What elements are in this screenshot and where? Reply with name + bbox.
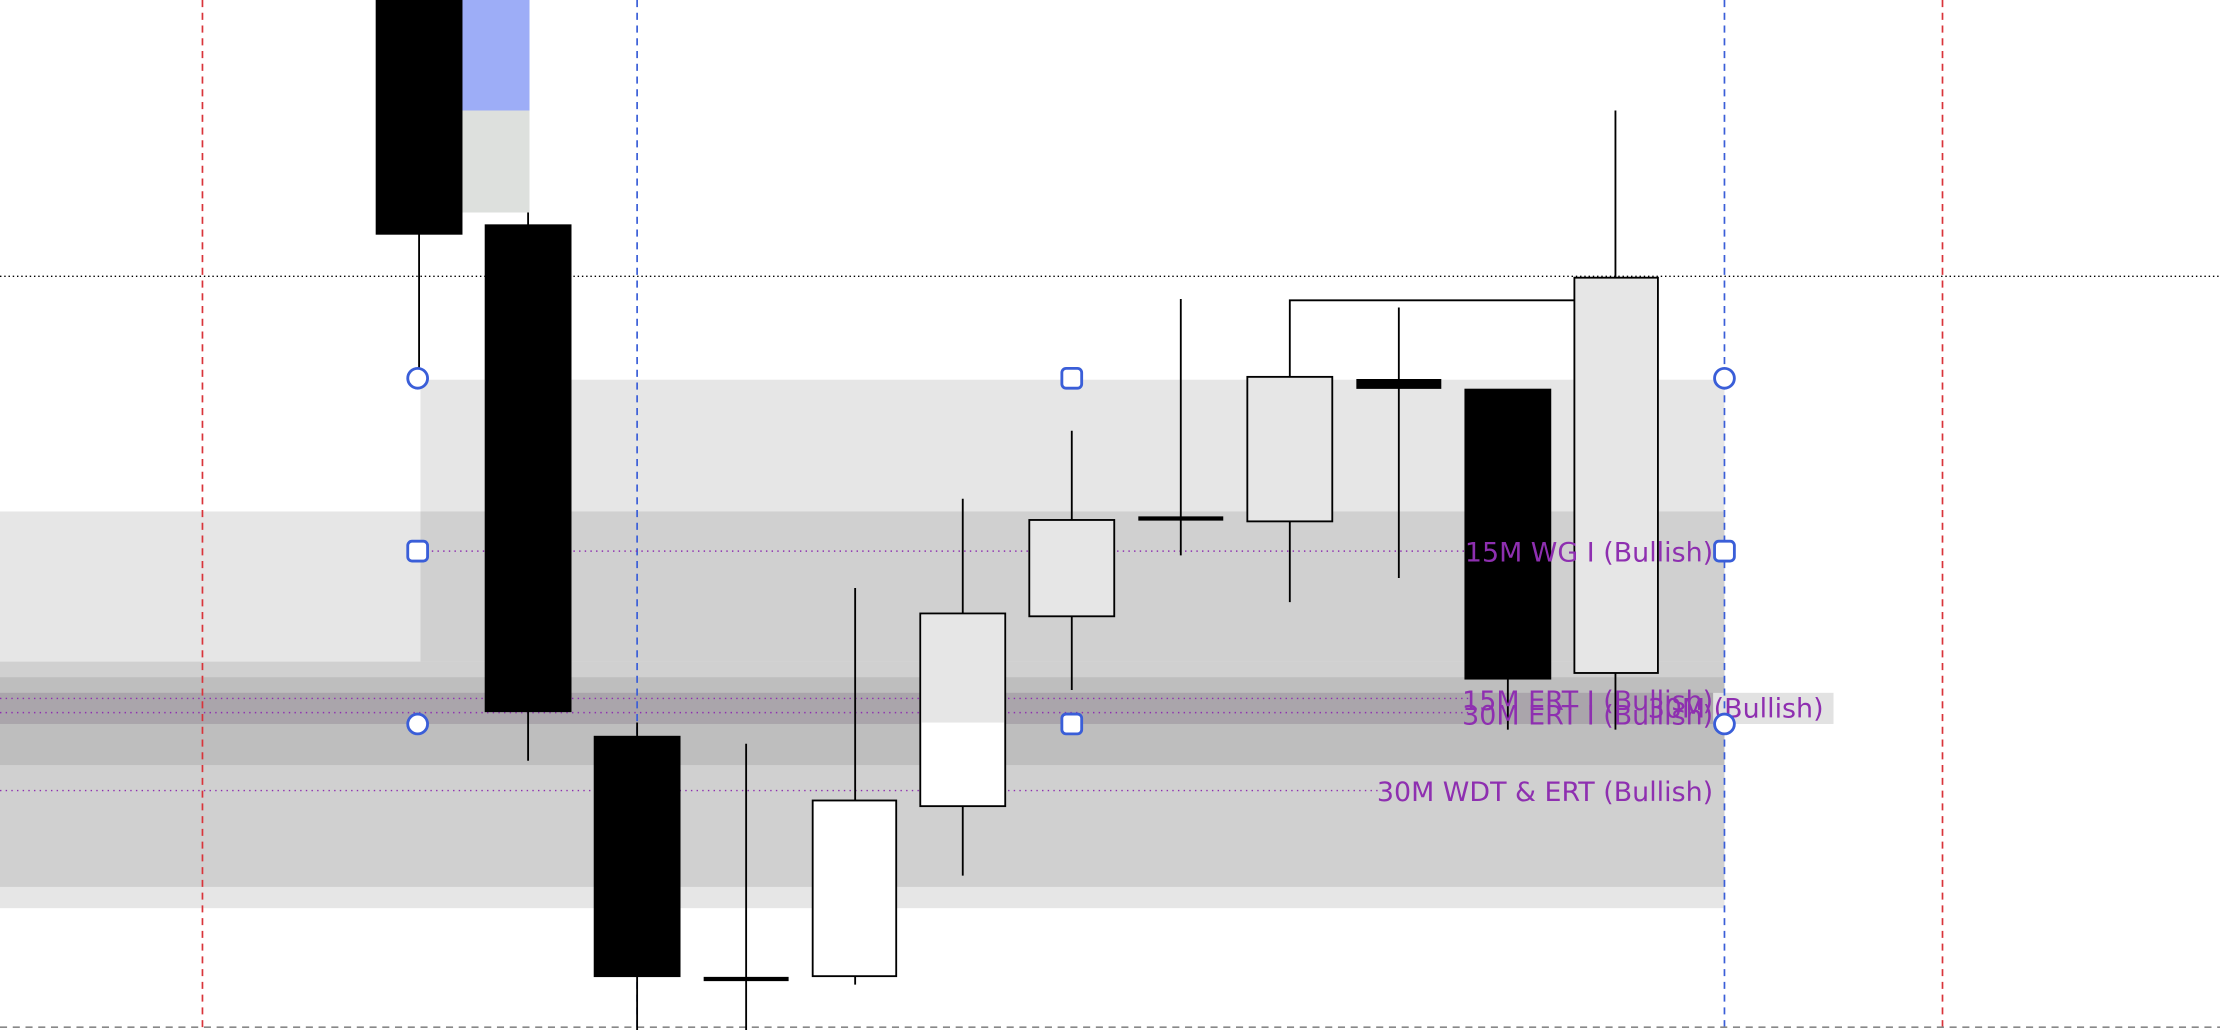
level-lines <box>0 550 1473 792</box>
candle <box>375 0 463 235</box>
bracket <box>1288 299 1575 377</box>
handle[interactable] <box>1060 712 1084 736</box>
candles <box>375 0 1659 1030</box>
candle-shade <box>921 614 1004 723</box>
handles <box>406 366 1736 736</box>
highlight <box>461 0 530 111</box>
candle <box>1028 519 1116 618</box>
zone-label: 15M WG I (Bullish) <box>1465 537 1713 568</box>
handle[interactable] <box>1713 366 1736 390</box>
candle <box>1573 276 1659 674</box>
highlight <box>461 110 530 213</box>
handle[interactable] <box>1713 712 1736 736</box>
handle[interactable] <box>1060 366 1084 390</box>
zone-label: 30M (Bullish) <box>1648 693 1824 724</box>
candle <box>811 799 898 978</box>
candle <box>593 735 681 978</box>
handle[interactable] <box>406 712 429 736</box>
zone-label: 30M ERT I (Bullish) <box>1462 700 1713 731</box>
zone-label: 30M WDT & ERT (Bullish) <box>1377 777 1713 808</box>
handle[interactable] <box>406 539 429 563</box>
zones <box>0 379 1834 909</box>
handle[interactable] <box>406 366 429 390</box>
candle <box>484 224 572 713</box>
candle <box>1246 375 1334 523</box>
labels: 30M (Bullish) 15M WG I (Bullish) 15M ERT… <box>1377 537 1824 807</box>
handle[interactable] <box>1713 539 1736 563</box>
candle <box>1464 388 1552 680</box>
zone-label: 15M ERT I (Bullish) <box>1462 686 1713 717</box>
